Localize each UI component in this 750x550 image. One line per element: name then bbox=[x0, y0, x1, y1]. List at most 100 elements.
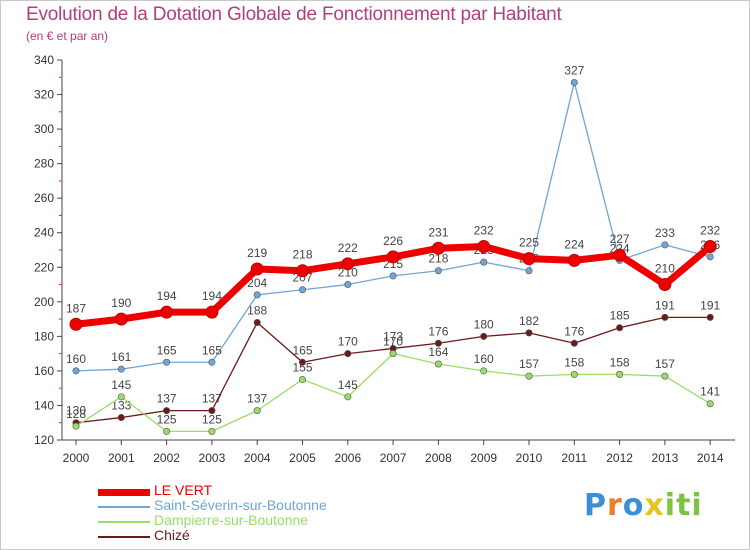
data-label: 158 bbox=[610, 355, 630, 369]
data-label: 137 bbox=[157, 392, 177, 406]
y-tick-label: 260 bbox=[34, 191, 54, 205]
data-point bbox=[163, 427, 171, 435]
data-label: 165 bbox=[202, 343, 222, 357]
data-label: 160 bbox=[474, 352, 494, 366]
x-tick-label: 2002 bbox=[153, 451, 180, 465]
data-label: 125 bbox=[202, 412, 222, 426]
data-point bbox=[208, 427, 216, 435]
data-point bbox=[69, 317, 83, 331]
data-label: 133 bbox=[111, 399, 131, 413]
logo-letter: P bbox=[584, 488, 607, 523]
data-label: 145 bbox=[111, 378, 131, 392]
data-label: 182 bbox=[519, 314, 539, 328]
data-label: 176 bbox=[564, 324, 584, 338]
y-tick-label: 180 bbox=[34, 329, 54, 343]
x-tick-label: 2003 bbox=[199, 451, 226, 465]
data-point bbox=[253, 407, 261, 415]
series-line bbox=[75, 81, 711, 372]
x-tick-label: 2013 bbox=[652, 451, 679, 465]
data-label: 170 bbox=[383, 335, 403, 349]
data-point bbox=[434, 360, 442, 368]
data-label: 210 bbox=[655, 262, 675, 276]
data-label: 327 bbox=[564, 63, 584, 77]
data-point bbox=[253, 291, 261, 299]
data-point bbox=[208, 358, 216, 366]
y-tick-label: 280 bbox=[34, 157, 54, 171]
data-point bbox=[477, 240, 491, 254]
data-point bbox=[525, 329, 533, 337]
legend-label: Dampierre-sur-Boutonne bbox=[154, 512, 309, 528]
proxiti-logo: Proxiti bbox=[584, 488, 703, 523]
data-label: 141 bbox=[700, 385, 720, 399]
legend-label: Chizé bbox=[154, 527, 190, 543]
data-point bbox=[344, 393, 352, 401]
data-label: 225 bbox=[519, 236, 539, 250]
data-point bbox=[570, 370, 578, 378]
data-point bbox=[163, 407, 171, 415]
data-point bbox=[341, 257, 355, 271]
data-label: 226 bbox=[383, 234, 403, 248]
data-point bbox=[616, 324, 624, 332]
logo-letter: r bbox=[607, 488, 623, 523]
data-point bbox=[163, 358, 171, 366]
series-0: 187 190 194 194 219 218 222 226 231 232 225 224 227 2… bbox=[66, 224, 721, 331]
data-point bbox=[570, 339, 578, 347]
data-label: 222 bbox=[338, 241, 358, 255]
legend-swatch bbox=[98, 536, 150, 538]
data-point bbox=[117, 365, 125, 373]
data-label: 231 bbox=[428, 225, 448, 239]
data-label: 173 bbox=[383, 329, 403, 343]
data-point bbox=[661, 313, 669, 321]
data-label: 190 bbox=[111, 296, 131, 310]
data-label: 137 bbox=[247, 392, 267, 406]
series-2: 128 145 125 125 137 155 145 170 164 160 157 158 158 1… bbox=[66, 335, 721, 435]
data-label: 180 bbox=[474, 317, 494, 331]
data-point bbox=[298, 286, 306, 294]
legend-label: LE VERT bbox=[154, 482, 213, 498]
x-tick-label: 2001 bbox=[108, 451, 135, 465]
data-point bbox=[570, 78, 578, 86]
y-tick-label: 220 bbox=[34, 260, 54, 274]
data-point bbox=[72, 367, 80, 375]
data-label: 204 bbox=[247, 276, 267, 290]
data-point bbox=[205, 305, 219, 319]
legend-swatch bbox=[98, 506, 150, 508]
data-label: 158 bbox=[564, 355, 584, 369]
legend-swatch bbox=[98, 521, 150, 523]
data-label: 170 bbox=[338, 335, 358, 349]
data-point bbox=[525, 267, 533, 275]
data-label: 157 bbox=[655, 357, 675, 371]
data-label: 227 bbox=[610, 232, 630, 246]
logo-letter: t bbox=[676, 488, 692, 523]
x-tick-label: 2006 bbox=[334, 451, 361, 465]
data-label: 218 bbox=[292, 248, 312, 262]
data-point bbox=[661, 241, 669, 249]
data-point bbox=[344, 281, 352, 289]
data-point bbox=[208, 407, 216, 415]
data-point bbox=[613, 248, 627, 262]
data-point bbox=[703, 240, 717, 254]
chart-title: Evolution de la Dotation Globale de Fonc… bbox=[26, 4, 562, 25]
data-point bbox=[117, 414, 125, 422]
data-label: 219 bbox=[247, 246, 267, 260]
data-label: 128 bbox=[66, 407, 86, 421]
x-tick-label: 2010 bbox=[516, 451, 543, 465]
x-tick-label: 2014 bbox=[697, 451, 724, 465]
legend-label: Saint-Séverin-sur-Boutonne bbox=[154, 497, 327, 513]
data-point bbox=[706, 313, 714, 321]
legend-swatch bbox=[98, 488, 150, 496]
data-point bbox=[431, 241, 445, 255]
data-label: 137 bbox=[202, 392, 222, 406]
y-tick-label: 120 bbox=[34, 433, 54, 447]
data-point bbox=[296, 264, 309, 278]
logo-letter: o bbox=[622, 488, 645, 523]
data-label: 145 bbox=[338, 378, 358, 392]
data-point bbox=[160, 305, 174, 319]
data-label: 130 bbox=[66, 404, 86, 418]
logo-letter: i bbox=[664, 488, 677, 523]
x-tick-label: 2008 bbox=[425, 451, 452, 465]
data-point bbox=[480, 258, 488, 266]
data-label: 191 bbox=[700, 298, 720, 312]
